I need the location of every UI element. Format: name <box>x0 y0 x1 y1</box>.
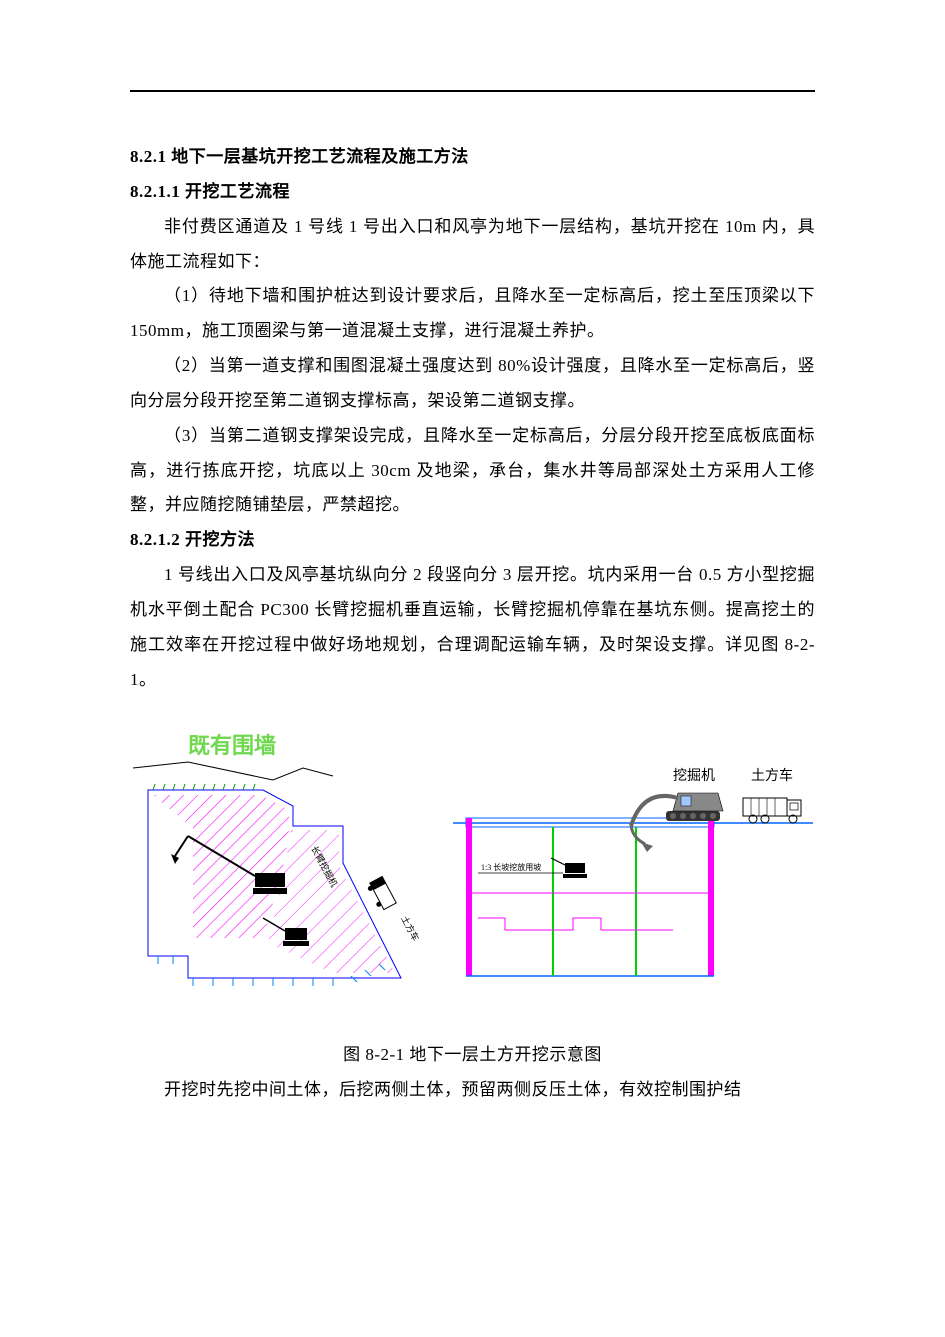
plan-truck-icon <box>365 876 395 911</box>
bottom-step-profile <box>478 918 673 930</box>
heading-8-2-1-2: 8.2.1.2 开挖方法 <box>130 523 815 558</box>
small-excavator-section-icon <box>551 858 587 878</box>
paragraph-intro: 非付费区通道及 1 号线 1 号出入口和风亭为地下一层结构，基坑开挖在 10m … <box>130 210 815 280</box>
right-retaining-wall <box>708 818 714 976</box>
paragraph-step-1: （1）待地下墙和围护桩达到设计要求后，且降水至一定标高后，挖土至压顶梁以下 15… <box>130 279 815 349</box>
wall-label: 既有围墙 <box>188 733 276 758</box>
heading-8-2-1: 8.2.1 地下一层基坑开挖工艺流程及施工方法 <box>130 140 815 175</box>
excavator-label: 挖掘机 <box>673 768 715 784</box>
grass-ticks <box>153 784 255 790</box>
heading-8-2-1-1: 8.2.1.1 开挖工艺流程 <box>130 175 815 210</box>
paragraph-after-figure: 开挖时先挖中间土体，后挖两侧土体，预留两侧反压土体，有效控制围护结 <box>130 1073 815 1108</box>
excavation-diagram: 既有围墙 <box>133 718 813 1018</box>
dump-truck-icon <box>743 798 801 823</box>
page-top-rule <box>130 90 815 92</box>
document-body: 8.2.1 地下一层基坑开挖工艺流程及施工方法 8.2.1.1 开挖工艺流程 非… <box>130 140 815 1108</box>
left-retaining-wall <box>466 818 472 976</box>
figure-caption: 图 8-2-1 地下一层土方开挖示意图 <box>130 1038 815 1073</box>
figure-8-2-1: 既有围墙 <box>130 718 815 1031</box>
existing-wall-line <box>133 762 333 780</box>
paragraph-step-2: （2）当第一道支撑和围图混凝土强度达到 80%设计强度，且降水至一定标高后，竖向… <box>130 349 815 419</box>
pit-hatch-zone-a <box>153 795 289 938</box>
slope-label: 1:3 长坡挖放用坡 <box>481 862 541 872</box>
paragraph-method: 1 号线出入口及风亭基坑纵向分 2 段竖向分 3 层开挖。坑内采用一台 0.5 … <box>130 558 815 697</box>
pit-hatch-zone-b <box>268 830 395 973</box>
truck-label: 土方车 <box>751 767 793 784</box>
plan-truck-label: 土方车 <box>399 913 421 942</box>
paragraph-step-3: （3）当第二道钢支撑架设完成，且降水至一定标高后，分层分段开挖至底板底面标高，进… <box>130 419 815 524</box>
